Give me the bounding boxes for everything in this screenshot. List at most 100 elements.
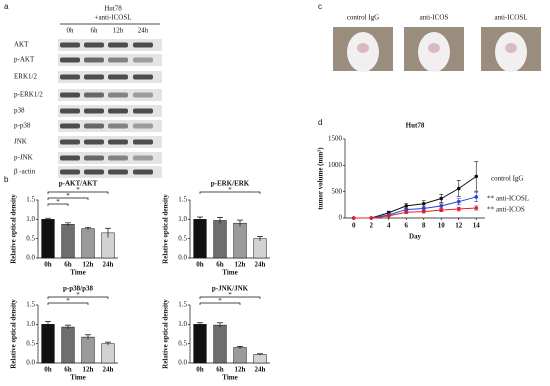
significance-bracket <box>199 296 261 299</box>
y-tick-label: 1.0 <box>26 215 35 223</box>
y-tick-label: 1.0 <box>178 320 187 328</box>
x-tick-label: 6h <box>64 366 72 374</box>
blot-band <box>108 139 128 145</box>
bar <box>61 326 75 364</box>
x-tick-label: 4 <box>387 222 391 230</box>
blot-band <box>133 57 153 63</box>
error-bar <box>105 227 111 238</box>
blot-band <box>133 92 153 98</box>
y-axis-label: Relative optical density <box>162 194 170 264</box>
bar <box>233 347 247 364</box>
error-bar <box>237 219 243 227</box>
error-bar <box>257 235 263 241</box>
cell-line: Hut78 <box>104 5 122 13</box>
y-axis-label: Relative optical density <box>10 194 18 264</box>
protein-label: ERK1/2 <box>14 73 37 81</box>
significance-label: * <box>228 291 232 299</box>
error-bar <box>65 222 71 226</box>
error-bar <box>45 217 51 221</box>
blot-band <box>60 155 80 161</box>
y-tick-label: 0.0 <box>26 254 35 262</box>
treatment: +anti-ICOSL <box>95 14 132 22</box>
protein-label: p-JNK <box>14 154 33 162</box>
group-label: control IgG <box>347 14 379 22</box>
point <box>439 196 444 201</box>
x-tick-label: 24h <box>103 261 114 269</box>
protein-label: β -actin <box>14 168 36 176</box>
y-tick-label: 0.0 <box>178 254 187 262</box>
y-tick-label: 1.0 <box>26 320 35 328</box>
y-tick-label: 0.5 <box>26 234 35 242</box>
blot-band <box>133 155 153 161</box>
significance-bracket <box>47 296 109 299</box>
x-tick-label: 12h <box>83 366 94 374</box>
y-tick-label: 0.5 <box>178 234 187 242</box>
error-bar <box>197 216 203 222</box>
x-tick-label: 12 <box>455 222 463 230</box>
y-axis-label: Relative optical density <box>10 299 18 369</box>
significance-bracket <box>199 191 261 194</box>
lane-label: 0h <box>67 27 75 35</box>
point <box>404 210 409 215</box>
protein-label: p-ERK1/2 <box>14 91 43 99</box>
blot-band <box>84 92 104 98</box>
x-tick-label: 6h <box>216 366 224 374</box>
blot-band <box>60 92 80 98</box>
error-bar <box>197 322 203 326</box>
x-tick-label: 14 <box>473 222 481 230</box>
blot-band <box>133 139 153 145</box>
blot-band <box>108 155 128 161</box>
error-bar <box>45 321 51 328</box>
point <box>421 209 426 214</box>
bar <box>81 336 95 364</box>
significance-label: * <box>66 297 70 305</box>
significance-label: * <box>66 192 70 200</box>
blot-band <box>84 169 104 175</box>
protein-label: p-p38 <box>14 122 31 130</box>
error-bar <box>217 217 223 224</box>
significance-bracket <box>47 191 109 194</box>
point <box>456 186 461 191</box>
error-bar <box>105 341 111 346</box>
tumor-site <box>357 43 369 53</box>
bar <box>253 238 267 259</box>
error-bar <box>217 322 223 328</box>
blot-band <box>84 42 104 48</box>
x-tick-label: 24h <box>103 366 114 374</box>
panel-label: a <box>4 2 9 11</box>
y-tick-label: 1500 <box>328 135 343 143</box>
point <box>421 206 426 211</box>
blot-band <box>133 169 153 175</box>
x-tick-label: 12h <box>235 366 246 374</box>
panel-label: b <box>4 175 9 184</box>
blot-band <box>60 57 80 63</box>
tumor-site <box>505 43 517 53</box>
y-tick-label: 1.5 <box>26 196 35 204</box>
point <box>456 207 461 211</box>
bar <box>253 354 267 364</box>
x-axis-label: Time <box>70 269 85 277</box>
y-tick-label: 1.0 <box>178 215 187 223</box>
blot-band <box>108 57 128 63</box>
x-axis-label: Time <box>222 269 237 277</box>
panel-label: c <box>318 2 322 11</box>
chart-title: p-JNK/JNK <box>212 285 249 293</box>
x-tick-label: 0h <box>44 261 52 269</box>
error-bar <box>85 227 91 230</box>
significance-label: ** <box>487 206 495 214</box>
point <box>439 204 444 208</box>
x-axis-label: Time <box>222 374 237 382</box>
y-tick-label: 1.5 <box>178 301 187 309</box>
blot-band <box>108 108 128 114</box>
y-tick-label: 0.0 <box>178 359 187 367</box>
blot-band <box>84 57 104 63</box>
blot-band <box>108 74 128 80</box>
significance-label: * <box>228 186 232 194</box>
legend-label: anti-ICOS <box>496 206 525 214</box>
blot-band <box>84 123 104 129</box>
lane-label: 6h <box>91 27 99 35</box>
blot-band <box>133 108 153 114</box>
y-tick-label: 0.5 <box>26 339 35 347</box>
protein-label: p38 <box>14 107 25 115</box>
